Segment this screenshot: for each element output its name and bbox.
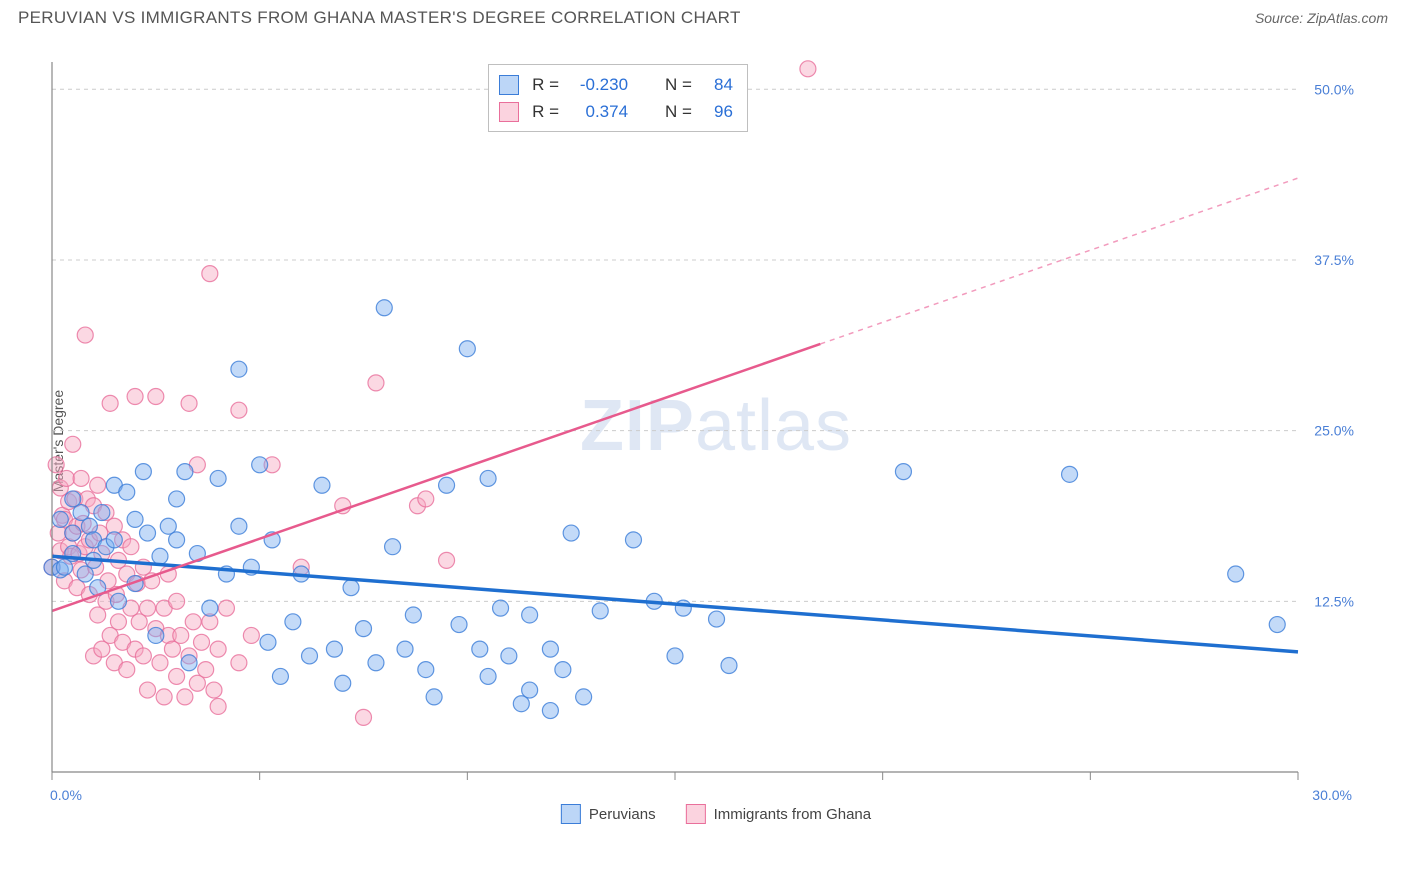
legend-label-ghana: Immigrants from Ghana <box>714 806 872 823</box>
svg-text:12.5%: 12.5% <box>1314 593 1354 609</box>
title-bar: PERUVIAN VS IMMIGRANTS FROM GHANA MASTER… <box>0 0 1406 32</box>
stats-row: R = 0.374 N = 96 <box>499 98 733 125</box>
legend-label-peruvians: Peruvians <box>589 806 656 823</box>
legend-item-ghana: Immigrants from Ghana <box>686 804 872 824</box>
svg-text:30.0%: 30.0% <box>1312 787 1352 803</box>
legend-item-peruvians: Peruvians <box>561 804 656 824</box>
stat-r-value: 0.374 <box>572 98 628 125</box>
svg-text:0.0%: 0.0% <box>50 787 82 803</box>
stat-n-label: N = <box>665 71 692 98</box>
svg-text:25.0%: 25.0% <box>1314 423 1354 439</box>
stat-n-value: 96 <box>705 98 733 125</box>
source-name: ZipAtlas.com <box>1307 10 1388 26</box>
stats-swatch <box>499 102 519 122</box>
stat-r-value: -0.230 <box>572 71 628 98</box>
stats-swatch <box>499 75 519 95</box>
stat-n-label: N = <box>665 98 692 125</box>
scatter-chart: 12.5% 25.0% 37.5% 50.0% 0.0% 30.0% <box>46 56 1386 826</box>
svg-text:50.0%: 50.0% <box>1314 81 1354 97</box>
plot-area: Master's Degree ZIPatlas 12.5%25.0%37.5%… <box>46 56 1386 826</box>
stat-r-label: R = <box>532 71 559 98</box>
chart-title: PERUVIAN VS IMMIGRANTS FROM GHANA MASTER… <box>18 8 741 28</box>
correlation-stats-box: R = -0.230 N = 84 R = 0.374 N = 96 <box>488 64 748 132</box>
svg-text:37.5%: 37.5% <box>1314 252 1354 268</box>
source-prefix: Source: <box>1255 10 1307 26</box>
legend-swatch-blue <box>561 804 581 824</box>
stat-r-label: R = <box>532 98 559 125</box>
stats-row: R = -0.230 N = 84 <box>499 71 733 98</box>
legend-swatch-pink <box>686 804 706 824</box>
stat-n-value: 84 <box>705 71 733 98</box>
bottom-legend: Peruvians Immigrants from Ghana <box>561 804 871 824</box>
source-attribution: Source: ZipAtlas.com <box>1255 10 1388 26</box>
